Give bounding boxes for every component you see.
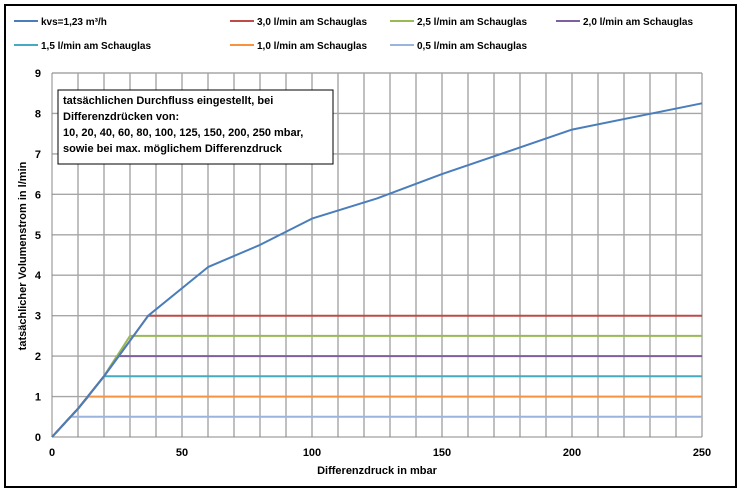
x-tick-label: 150: [433, 447, 451, 459]
y-tick-label: 4: [35, 270, 42, 282]
annotation-line: tatsächlichen Durchfluss eingestellt, be…: [63, 95, 273, 107]
annotation-line: sowie bei max. möglichem Differenzdruck: [63, 143, 283, 155]
y-tick-label: 9: [35, 68, 41, 80]
legend-label: 3,0 l/min am Schauglas: [257, 17, 367, 28]
x-tick-label: 0: [49, 447, 55, 459]
annotation-background: [57, 89, 334, 165]
y-axis-label: tatsächlicher Volumenstrom in l/min: [17, 161, 29, 350]
legend-item: 2,5 l/min am Schauglas: [390, 17, 527, 28]
legend-label: 2,0 l/min am Schauglas: [583, 17, 693, 28]
y-tick-label: 8: [35, 108, 41, 120]
annotation-line: Differenzdrücken von:: [63, 111, 179, 123]
y-tick-label: 0: [35, 432, 41, 444]
x-tick-label: 100: [303, 447, 321, 459]
y-tick-label: 3: [35, 311, 41, 323]
legend-label: 1,0 l/min am Schauglas: [257, 41, 367, 52]
legend: kvs=1,23 m³/h 3,0 l/min am Schauglas 2,5 l…: [14, 17, 693, 52]
chart-frame: [4, 4, 737, 488]
tick-labels: 0 50 100 150 200 250 0 1 2 3 4 5 6 7 8 9: [35, 68, 711, 459]
y-tick-label: 7: [35, 149, 41, 161]
legend-item: 0,5 l/min am Schauglas: [390, 41, 527, 52]
series-line: [51, 375, 702, 438]
legend-item: 2,0 l/min am Schauglas: [556, 17, 693, 28]
annotation-line: 10, 20, 40, 60, 80, 100, 125, 150, 200, …: [63, 127, 303, 139]
y-tick-label: 1: [35, 392, 41, 404]
legend-item: 3,0 l/min am Schauglas: [230, 17, 367, 28]
legend-item: 1,5 l/min am Schauglas: [14, 41, 151, 52]
annotation-box: tatsächlichen Durchfluss eingestellt, be…: [57, 89, 334, 165]
legend-item: 1,0 l/min am Schauglas: [230, 41, 367, 52]
x-tick-label: 200: [563, 447, 581, 459]
series-line: [51, 415, 702, 438]
x-tick-label: 50: [176, 447, 188, 459]
x-axis-label: Differenzdruck in mbar: [317, 465, 438, 477]
legend-label: 2,5 l/min am Schauglas: [417, 17, 527, 28]
axes: [51, 73, 702, 438]
series-line: [51, 334, 702, 438]
legend-item: kvs=1,23 m³/h: [14, 17, 107, 28]
legend-label: 1,5 l/min am Schauglas: [41, 41, 151, 52]
y-tick-label: 6: [35, 189, 41, 201]
series-group: [51, 102, 703, 438]
series-line: [51, 102, 703, 438]
y-tick-label: 2: [35, 351, 41, 363]
y-tick-label: 5: [35, 230, 41, 242]
legend-label: kvs=1,23 m³/h: [41, 17, 107, 28]
legend-label: 0,5 l/min am Schauglas: [417, 41, 527, 52]
x-tick-label: 250: [693, 447, 711, 459]
